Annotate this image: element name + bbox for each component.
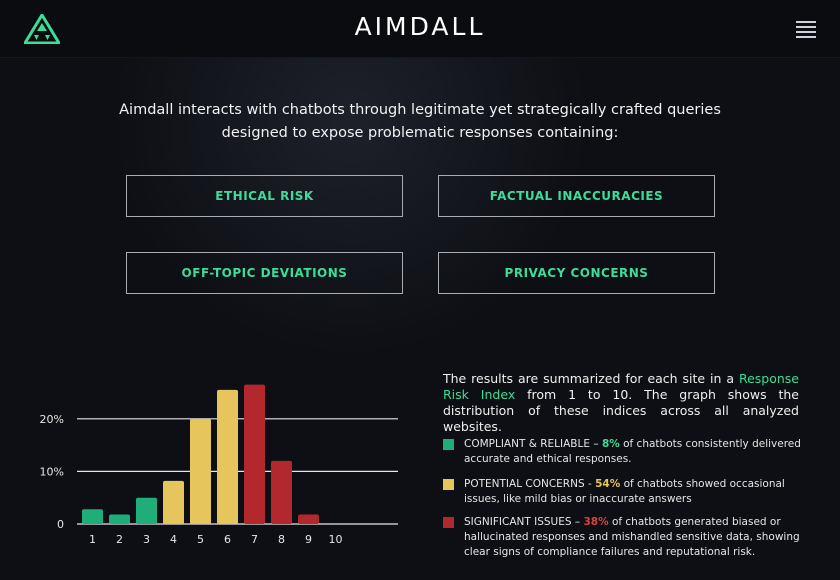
legend-label: COMPLIANT & RELIABLE [464, 438, 590, 450]
x-tick-label: 8 [278, 533, 285, 546]
legend-separator: – [571, 516, 584, 528]
legend-label: SIGNIFICANT ISSUES [464, 516, 572, 528]
y-tick-label: 10% [40, 465, 64, 478]
x-tick-label: 1 [89, 533, 96, 546]
summary-text: The results are summarized for each site… [443, 371, 799, 435]
bar-8 [271, 460, 292, 524]
legend-description: of chatbots showed occasional issues, li… [464, 478, 785, 505]
category-off-topic-deviations: OFF-TOPIC DEVIATIONS [126, 252, 403, 294]
bar-2 [109, 514, 130, 524]
legend-percent: 54% [595, 478, 621, 490]
header: AIMDALL [0, 0, 840, 58]
legend-percent: 38% [583, 516, 609, 528]
legend-text-issues: SIGNIFICANT ISSUES – 38% of chatbots gen… [464, 515, 804, 560]
legend-text-compliant: COMPLIANT & RELIABLE – 8% of chatbots co… [464, 437, 804, 467]
summary-highlight: Response Risk Index [443, 371, 799, 402]
summary-after: from 1 to 10. The graph shows the distri… [443, 387, 799, 434]
legend-swatch-concerns [443, 479, 454, 490]
x-tick-label: 10 [329, 533, 343, 546]
legend-description: of chatbots generated biased or hallucin… [464, 516, 800, 558]
x-tick-label: 7 [251, 533, 258, 546]
hamburger-menu-icon[interactable] [796, 21, 816, 38]
x-tick-label: 5 [197, 533, 204, 546]
brand-title[interactable]: AIMDALL [354, 12, 486, 41]
legend-separator: - [584, 478, 596, 490]
x-tick-label: 4 [170, 533, 177, 546]
legend-label: POTENTIAL CONCERNS [464, 478, 585, 490]
legend-swatch-issues [443, 517, 454, 528]
bar-4 [163, 480, 184, 524]
bar-9 [298, 514, 319, 524]
category-ethical-risk: ETHICAL RISK [126, 175, 403, 217]
category-privacy-concerns: PRIVACY CONCERNS [438, 252, 715, 294]
category-factual-inaccuracies: FACTUAL INACCURACIES [438, 175, 715, 217]
triangle-logo-icon[interactable] [24, 14, 60, 44]
bar-5 [190, 418, 211, 524]
summary-before: The results are summarized for each site… [443, 371, 739, 386]
bar-7 [244, 384, 265, 524]
x-tick-label: 2 [116, 533, 123, 546]
risk-index-chart: 0 10% 20% 1 2 3 4 5 6 7 8 9 10 [40, 384, 398, 546]
y-tick-label: 0 [57, 518, 64, 531]
x-tick-label: 3 [143, 533, 150, 546]
legend-description: of chatbots consistently delivered accur… [464, 438, 801, 465]
x-tick-label: 6 [224, 533, 231, 546]
bar-1 [82, 509, 103, 524]
legend-swatch-compliant [443, 439, 454, 450]
background-glow [110, 58, 590, 358]
bar-6 [217, 389, 238, 524]
legend-text-concerns: POTENTIAL CONCERNS - 54% of chatbots sho… [464, 477, 804, 507]
y-tick-label: 20% [40, 413, 64, 426]
legend-separator: – [590, 438, 602, 450]
x-tick-label: 9 [305, 533, 312, 546]
legend-percent: 8% [601, 438, 620, 450]
intro-text: Aimdall interacts with chatbots through … [119, 102, 721, 141]
bar-3 [136, 497, 157, 524]
